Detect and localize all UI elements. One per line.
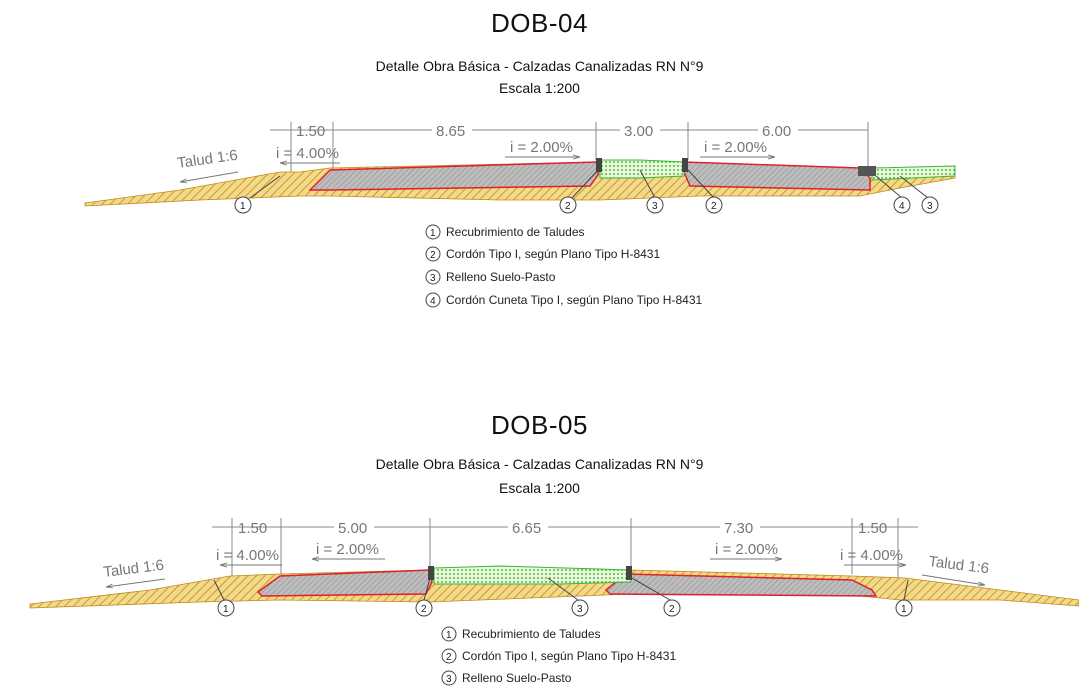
- dob05-curb-left: [428, 566, 434, 580]
- dob04-curb-right: [682, 158, 688, 172]
- dob05-marker-1: [217, 599, 235, 617]
- dob04-marker-4: [705, 196, 723, 214]
- dob04-section: 1.50 8.65 3.00 6.00 i = 4.00% i = 2.00% …: [84, 122, 956, 308]
- dob05-legend-2-text: Cordón Tipo I, según Plano Tipo H-8431: [462, 649, 676, 663]
- dob04-talud-label: Talud 1:6: [176, 147, 239, 172]
- dob05-legend-2-num: 2: [446, 652, 452, 663]
- dob05-section: 1.50 5.00 6.65 7.30 1.50 i = 4.00% i = 2…: [29, 518, 1079, 686]
- dob05-dim-2: 5.00: [338, 520, 367, 537]
- dob05-marker-3-num: 3: [577, 604, 583, 615]
- dob04-scale: Escala 1:200: [499, 80, 580, 96]
- dob05-legend: 1 Recubrimiento de Taludes 2 Cordón Tipo…: [441, 626, 676, 686]
- dob04-marker-6: [921, 196, 939, 214]
- dob04-slope-3: i = 2.00%: [704, 139, 767, 156]
- dob04-dim-2: 8.65: [436, 123, 465, 140]
- dob04-marker-2: [559, 196, 577, 214]
- dob04-marker-2-num: 2: [565, 201, 571, 212]
- dob05-marker-4: [663, 599, 681, 617]
- dob04-pavement-left: [308, 161, 599, 191]
- dob04-marker-3: [646, 196, 664, 214]
- dob05-dim-5: 1.50: [858, 520, 887, 537]
- dob05-dim-4: 7.30: [724, 520, 753, 537]
- dob05-slope-4: i = 4.00%: [840, 547, 903, 564]
- dob04-grass-median: [599, 159, 685, 179]
- dob04-title: DOB-04: [491, 8, 588, 38]
- dob05-slope-1: i = 4.00%: [216, 547, 279, 564]
- dob05-marker-3: [571, 599, 589, 617]
- dob04-legend-1-text: Recubrimiento de Taludes: [446, 225, 585, 239]
- dob05-slope-3: i = 2.00%: [715, 541, 778, 558]
- dob04-legend-3-num: 3: [430, 273, 436, 284]
- dob04-subtitle: Detalle Obra Básica - Calzadas Canalizad…: [375, 58, 704, 74]
- dob04-leaders: [249, 169, 929, 199]
- dob04-pavement-right: [683, 161, 871, 191]
- dob05-talud-right: Talud 1:6: [928, 553, 991, 577]
- dob05-leaders: [213, 577, 909, 601]
- dob05-curb-right: [626, 566, 632, 580]
- dob04-legend-2-text: Cordón Tipo I, según Plano Tipo H-8431: [446, 247, 660, 261]
- dob05-marker-2: [415, 599, 433, 617]
- dob05-slope-2: i = 2.00%: [316, 541, 379, 558]
- dob05-title: DOB-05: [491, 410, 588, 440]
- dob05-marker-5-num: 1: [901, 604, 907, 615]
- dob04-marker-5: [893, 196, 911, 214]
- dob04-marker-1-num: 1: [240, 201, 246, 212]
- dob04-legend-1-num: 1: [430, 228, 436, 239]
- dob04-marker-5-num: 4: [899, 201, 905, 212]
- dob04-marker-1: [234, 196, 252, 214]
- dob05-dim-3: 6.65: [512, 520, 541, 537]
- dob04-dim-4: 6.00: [762, 123, 791, 140]
- dob04-legend-4-text: Cordón Cuneta Tipo I, según Plano Tipo H…: [446, 293, 702, 307]
- dob05-marker-2-num: 2: [421, 604, 427, 615]
- dob05-talud-left: Talud 1:6: [102, 557, 165, 581]
- dob05-legend-1-text: Recubrimiento de Taludes: [462, 627, 601, 641]
- dob04-legend: 1 Recubrimiento de Taludes 2 Cordón Tipo…: [425, 224, 702, 308]
- dob04-curb-left: [596, 158, 602, 172]
- dob05-dim-1: 1.50: [238, 520, 267, 537]
- dob05-pavement-left: [256, 569, 433, 597]
- dob05-marker-1-num: 1: [223, 604, 229, 615]
- dob05-grass-median: [433, 565, 632, 585]
- dob04-slope-2: i = 2.00%: [510, 139, 573, 156]
- dob05-dimension-lines: [212, 518, 918, 578]
- dob05-legend-1-num: 1: [446, 630, 452, 641]
- dob04-marker-3-num: 3: [652, 201, 658, 212]
- dob05-marker-4-num: 2: [669, 604, 675, 615]
- dob04-dim-1: 1.50: [296, 123, 325, 140]
- dob04-curb-gutter: [858, 166, 876, 176]
- dob05-legend-3-text: Relleno Suelo-Pasto: [462, 671, 572, 685]
- dob05-subtitle: Detalle Obra Básica - Calzadas Canalizad…: [375, 456, 704, 472]
- dob04-marker-4-num: 2: [711, 201, 717, 212]
- dob04-marker-6-num: 3: [927, 201, 933, 212]
- dob04-slope-1: i = 4.00%: [276, 145, 339, 162]
- dob05-legend-3-num: 3: [446, 674, 452, 685]
- dob04-legend-2-num: 2: [430, 250, 436, 261]
- dob05-scale: Escala 1:200: [499, 480, 580, 496]
- dob04-legend-3-text: Relleno Suelo-Pasto: [446, 270, 556, 284]
- dob04-dim-3: 3.00: [624, 123, 653, 140]
- dob04-legend-4-num: 4: [430, 296, 436, 307]
- dob05-marker-5: [895, 599, 913, 617]
